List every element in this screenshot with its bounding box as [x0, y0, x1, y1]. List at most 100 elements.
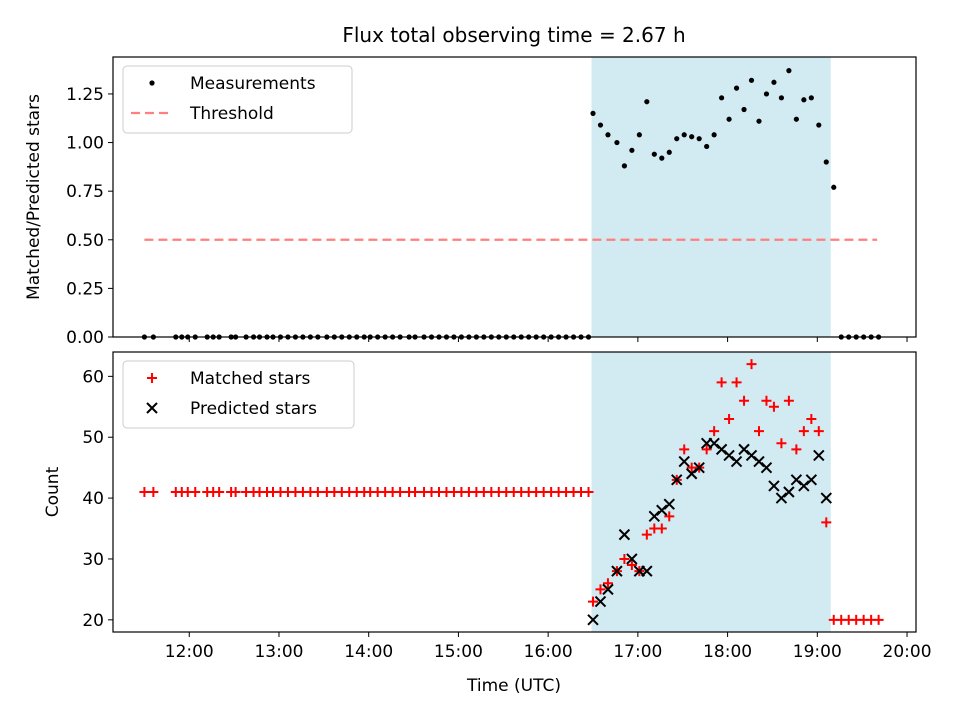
measurement-point: [597, 122, 604, 128]
measurement-point: [659, 155, 665, 161]
matched-point: [641, 529, 652, 540]
measurement-point: [629, 147, 635, 153]
plot-layer: 0.00 0.25 0.50 0.75 1.00 1.25 Measurements Thre…: [66, 56, 932, 662]
y-tick-label: 1.25: [66, 85, 104, 105]
matched-point: [724, 413, 735, 424]
predicted-point: [611, 565, 623, 577]
measurement-point: [681, 132, 687, 138]
measurement-point: [666, 149, 672, 155]
y-axis-label-top: Matched/Predicted stars: [24, 94, 44, 300]
matched-point: [873, 614, 884, 625]
matched-point: [746, 359, 757, 370]
y-tick-label: 50: [82, 428, 104, 448]
measurement-point: [771, 79, 777, 85]
matched-point: [395, 487, 406, 497]
matched-point: [776, 438, 787, 449]
legend-label: Measurements: [190, 74, 316, 94]
measurement-point: [696, 136, 702, 142]
predicted-point: [626, 553, 638, 565]
axes-frame: [112, 351, 917, 633]
predicted-point: [618, 528, 631, 541]
measurement-point: [726, 116, 732, 122]
measurement-point: [778, 95, 785, 101]
matched-point: [679, 444, 690, 455]
x-tick-label: 20:00: [883, 642, 932, 662]
matched-point: [214, 487, 225, 497]
x-axis-label: Time (UTC): [466, 676, 561, 696]
chart-title: Flux total observing time = 2.67 h: [342, 23, 685, 47]
matched-point: [813, 426, 824, 437]
matched-point: [701, 444, 712, 455]
x-tick-label: 19:00: [793, 642, 842, 662]
predicted-point: [671, 474, 683, 486]
measurement-point: [748, 77, 755, 83]
matched-point: [588, 596, 599, 607]
highlight-span: [591, 352, 831, 632]
matched-point: [602, 578, 613, 589]
matched-point: [783, 395, 794, 406]
legend-swatch: [146, 402, 158, 414]
axes-frame: [112, 56, 917, 338]
highlight-span: [591, 57, 831, 337]
series-group: [139, 359, 884, 626]
measurement-point: [644, 99, 650, 105]
y-tick-label: 20: [82, 611, 104, 631]
x-tick-label: 13:00: [254, 642, 303, 662]
legend-label: Threshold: [189, 104, 274, 124]
predicted-point: [820, 492, 832, 504]
predicted-point: [813, 449, 825, 462]
panel-1: 0.00 0.25 0.50 0.75 1.00 1.25 Measurements Thre…: [66, 56, 917, 348]
matched-point: [768, 401, 779, 412]
matched-point: [139, 487, 150, 497]
measurement-point: [831, 184, 837, 190]
predicted-point: [641, 565, 653, 577]
predicted-point: [760, 461, 773, 474]
panel-2: 12:00 13:00 14:00 15:00 16:00 17:00 18:00 19:00…: [82, 351, 932, 662]
matched-point: [739, 395, 750, 406]
matched-point: [190, 487, 201, 497]
y-tick-label: 0.25: [66, 279, 104, 299]
measurement-point: [651, 151, 657, 157]
y-tick-label: 60: [82, 367, 104, 387]
predicted-point: [730, 455, 743, 468]
measurement-point: [674, 136, 680, 142]
measurement-point: [786, 68, 792, 74]
y-tick-label: 40: [82, 489, 104, 509]
measurement-point: [733, 85, 740, 91]
predicted-point: [678, 455, 690, 468]
legend: Measurements Threshold: [122, 65, 353, 134]
measurement-point: [801, 97, 807, 103]
x-tick-label: 15:00: [434, 642, 483, 662]
y-tick-label: 0.00: [66, 328, 104, 348]
measurement-point: [605, 132, 611, 138]
measurement-point: [719, 95, 725, 101]
x-tick-label: 14:00: [344, 642, 393, 662]
y-tick-label: 0.75: [66, 182, 104, 202]
legend-box: [122, 65, 353, 134]
predicted-point: [602, 583, 614, 596]
legend-box: [122, 360, 355, 429]
measurement-point: [763, 91, 770, 97]
matched-point: [709, 426, 720, 437]
x-tick-label: 17:00: [613, 642, 662, 662]
y-tick-label: 1.00: [66, 134, 104, 154]
matched-point: [230, 487, 241, 497]
legend-swatch: [147, 373, 157, 383]
measurement-point: [823, 159, 829, 165]
predicted-point: [693, 461, 705, 474]
y-tick-label: 0.50: [66, 231, 104, 251]
matched-point: [791, 444, 802, 455]
measurement-point: [689, 134, 695, 140]
matched-point: [798, 426, 809, 437]
matched-point: [753, 426, 764, 437]
matched-point: [806, 413, 817, 424]
measurement-point: [711, 132, 717, 138]
y-tick-label: 30: [82, 550, 104, 570]
matched-point: [761, 395, 772, 406]
legend: Matched stars Predicted stars: [122, 360, 355, 429]
matched-point: [619, 553, 630, 564]
legend-label: Predicted stars: [190, 399, 317, 419]
matched-point: [664, 511, 675, 522]
matched-point: [716, 377, 727, 388]
